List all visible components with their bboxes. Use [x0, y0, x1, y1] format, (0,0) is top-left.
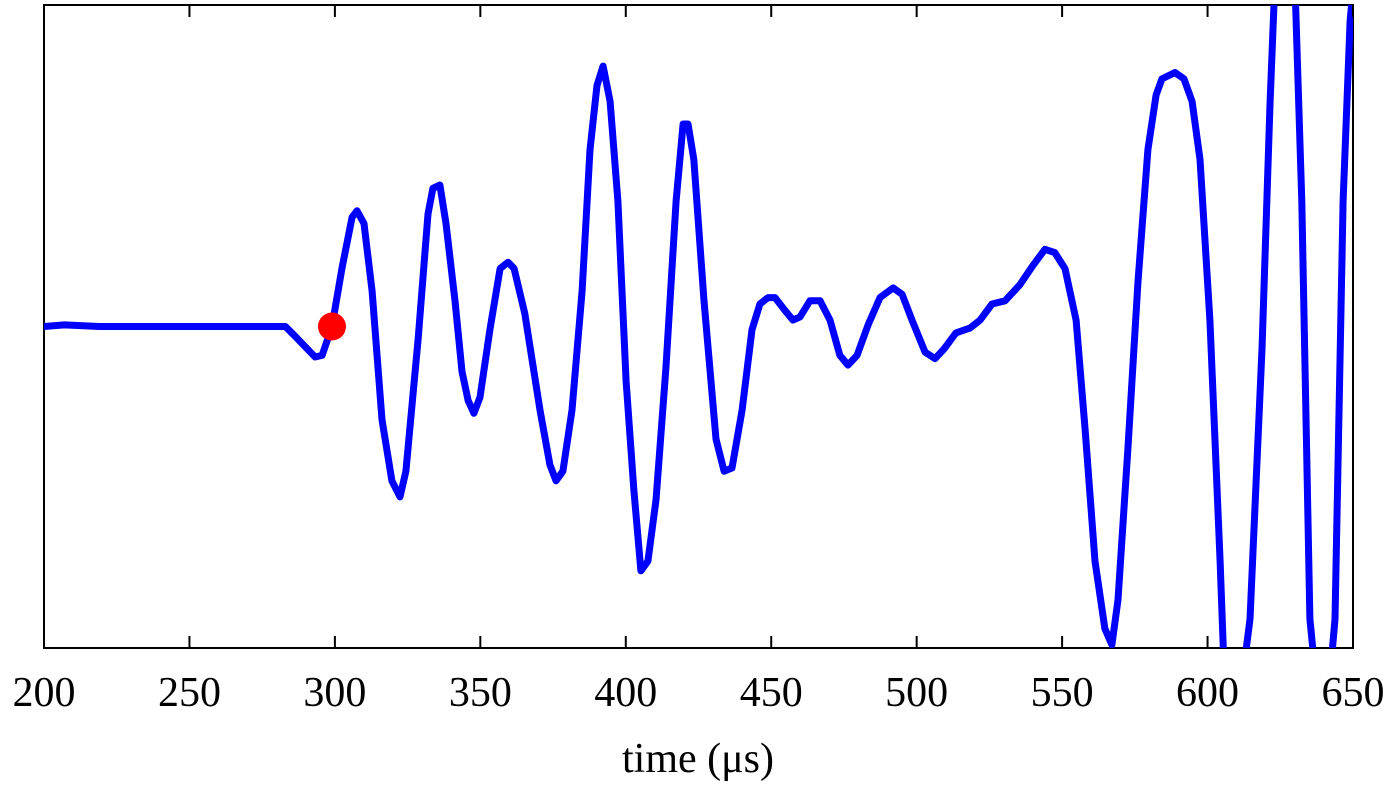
x-tick-label: 350	[449, 670, 512, 716]
x-tick-label: 450	[740, 670, 803, 716]
marker-point	[317, 312, 346, 341]
data-line	[44, 5, 1353, 648]
x-tick-label: 600	[1176, 670, 1239, 716]
x-tick-label: 300	[303, 670, 366, 716]
x-tick-label: 650	[1322, 670, 1385, 716]
x-tick-label: 400	[594, 670, 657, 716]
x-tick-label: 200	[13, 670, 76, 716]
x-tick-label: 550	[1031, 670, 1094, 716]
x-tick-label: 500	[885, 670, 948, 716]
x-tick-label: 250	[158, 670, 221, 716]
x-axis-label: time (μs)	[622, 736, 774, 782]
plot-area	[44, 5, 1353, 648]
